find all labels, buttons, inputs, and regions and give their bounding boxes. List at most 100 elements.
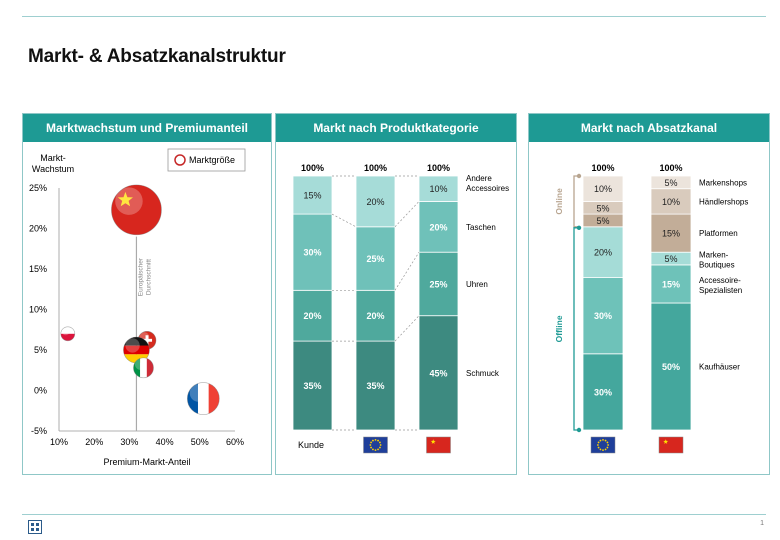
bubble-china xyxy=(111,184,162,236)
category-flag-eu xyxy=(590,436,616,454)
sales-channel-chart: 30% 30% 20% 5% 5% 10% 100% 50% 15% 5% 15% 10% 5% 100%… xyxy=(554,163,748,454)
series-label: Accessoire- xyxy=(699,276,741,285)
data-label: 20% xyxy=(303,311,321,321)
data-label: 20% xyxy=(429,222,447,232)
series-label: Taschen xyxy=(466,223,496,232)
page-number: 1 xyxy=(760,520,764,527)
bar-segment xyxy=(650,175,692,190)
connector-line xyxy=(394,201,420,228)
legend-box xyxy=(167,148,246,172)
y-tick-label: 0% xyxy=(34,386,47,396)
y-tick-label: 20% xyxy=(29,224,47,234)
panel-title-sales-channel: Markt nach Absatzkanal xyxy=(529,114,769,142)
x-tick-label: 30% xyxy=(120,437,138,447)
data-label: 15% xyxy=(662,279,680,289)
category-flag-cn xyxy=(658,436,684,454)
series-label: Andere xyxy=(466,174,492,183)
data-label: 45% xyxy=(429,368,447,378)
data-label: 15% xyxy=(662,229,680,239)
company-logo-icon xyxy=(28,520,42,534)
y-tick-label: -5% xyxy=(31,426,47,436)
scatter-chart: Markt-Wachstum -5% 0% 5% 10% 15% 20% 25% 10% 20% 3… xyxy=(29,148,246,467)
bar-segment xyxy=(355,175,396,228)
data-label: 5% xyxy=(664,254,677,264)
data-label: 10% xyxy=(429,184,447,194)
x-tick-label: 50% xyxy=(191,437,209,447)
data-label: 20% xyxy=(366,311,384,321)
series-label: Schmuck xyxy=(466,369,500,378)
y-tick-label: 5% xyxy=(34,345,47,355)
connector-line xyxy=(394,315,420,342)
offline-bracket xyxy=(573,227,579,431)
panel-title-market-growth: Marktwachstum und Premiumanteil xyxy=(23,114,271,142)
data-label: 25% xyxy=(429,279,447,289)
bar-segment xyxy=(292,340,333,431)
series-label: Kaufhäuser xyxy=(699,363,740,372)
bar-segment xyxy=(650,213,692,253)
connector-line xyxy=(394,252,420,291)
group-label-online: Online xyxy=(554,188,564,215)
data-label: 5% xyxy=(664,178,677,188)
total-label: 100% xyxy=(301,163,324,173)
data-label: 10% xyxy=(662,197,680,207)
panel-market-growth: Marktwachstum und Premiumanteil Markt- Wa… xyxy=(22,113,272,475)
data-label: 15% xyxy=(303,191,321,201)
group-label-offline: Offline xyxy=(554,315,564,342)
average-label-line: Durchschnitt xyxy=(145,259,152,295)
series-label: Händlershops xyxy=(699,197,748,206)
bar-segment xyxy=(292,175,333,215)
bubble-frankreich xyxy=(187,382,220,415)
average-label-line: Europäischer xyxy=(137,257,144,296)
data-label: 20% xyxy=(594,248,612,258)
total-label: 100% xyxy=(659,163,682,173)
bubble-italien xyxy=(133,357,154,379)
bar-segment xyxy=(650,302,692,431)
bar-segment xyxy=(582,226,624,279)
y-tick-label: 15% xyxy=(29,264,47,274)
x-tick-label: 10% xyxy=(50,437,68,447)
series-label: Markenshops xyxy=(699,178,747,187)
x-tick-label: 40% xyxy=(156,437,174,447)
data-label: 30% xyxy=(594,387,612,397)
online-bracket-dot xyxy=(576,173,582,179)
online-label: Online xyxy=(554,188,564,215)
data-label: 30% xyxy=(303,248,321,258)
total-label: 100% xyxy=(364,163,387,173)
bar-segment xyxy=(418,175,459,202)
data-label: 5% xyxy=(596,203,609,213)
connector-line xyxy=(331,213,357,228)
total-label: 100% xyxy=(591,163,614,173)
category-flag-eu xyxy=(363,436,388,454)
y-axis-label: Markt- xyxy=(40,153,66,163)
x-tick-label: 20% xyxy=(85,437,103,447)
series-label: Marken- xyxy=(699,251,729,260)
bar-segment xyxy=(418,315,459,431)
legend-bubble-icon xyxy=(174,154,186,166)
top-rule xyxy=(22,16,766,17)
data-label: 30% xyxy=(594,311,612,321)
panel-sales-channel: Markt nach Absatzkanal 30% 30% 20% 5% 5% 10% 1… xyxy=(528,113,770,475)
total-label: 100% xyxy=(427,163,450,173)
series-label: Platformen xyxy=(699,229,738,238)
data-label: 50% xyxy=(662,362,680,372)
x-axis-label: Premium-Markt-Anteil xyxy=(103,457,190,467)
bottom-rule xyxy=(22,514,766,515)
category-label: Kunde xyxy=(298,440,324,450)
series-label: Uhren xyxy=(466,280,488,289)
category-flag-cn xyxy=(426,436,451,454)
y-tick-label: 10% xyxy=(29,305,47,315)
offline-label: Offline xyxy=(554,315,564,342)
bar-segment xyxy=(355,289,396,342)
panel-title-product-category: Markt nach Produktkategorie xyxy=(276,114,516,142)
series-label: Accessoires xyxy=(466,184,509,193)
data-label: 35% xyxy=(303,381,321,391)
bar-segment xyxy=(582,277,624,355)
x-tick-label: 60% xyxy=(226,437,244,447)
product-category-chart: 35% 20% 30% 15% 100% 35% 20% 25% 20% 100% 45% 25% 20… xyxy=(292,163,509,454)
bar-segment xyxy=(650,188,692,215)
bar-segment xyxy=(292,289,333,342)
data-label: 10% xyxy=(594,184,612,194)
average-label: Europäischer Durchschnitt xyxy=(137,257,152,296)
panel-product-category: Markt nach Produktkategorie 35% 20% 30% 15%… xyxy=(275,113,517,475)
online-bracket xyxy=(573,175,579,228)
